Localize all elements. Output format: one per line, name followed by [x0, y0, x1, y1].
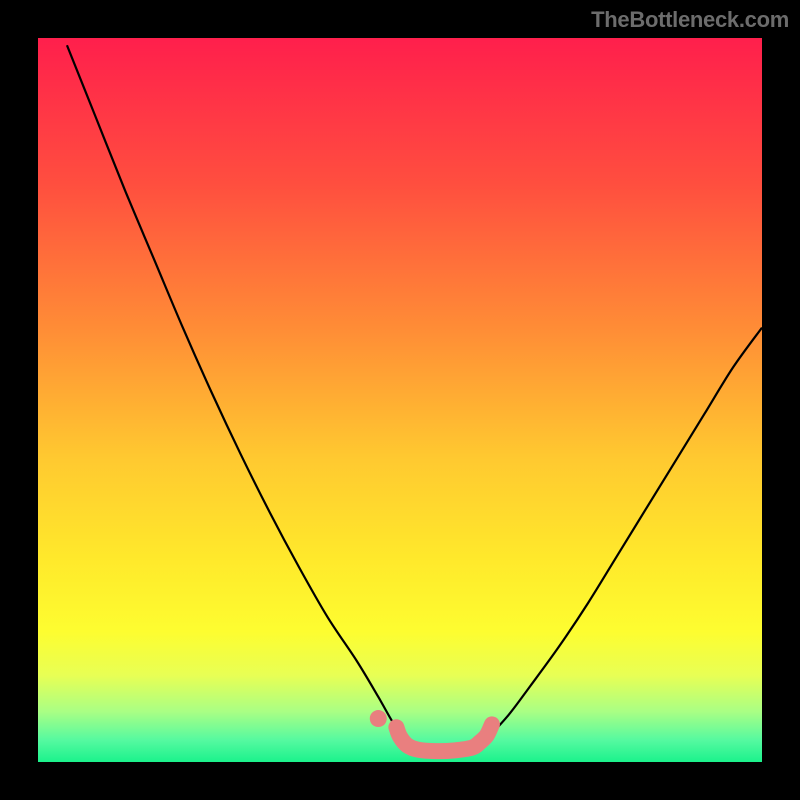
bottleneck-curve-chart — [0, 0, 800, 800]
valley-dot — [370, 710, 387, 727]
watermark-text: TheBottleneck.com — [591, 7, 789, 33]
plot-background — [38, 38, 762, 762]
chart-frame: TheBottleneck.com — [0, 0, 800, 800]
